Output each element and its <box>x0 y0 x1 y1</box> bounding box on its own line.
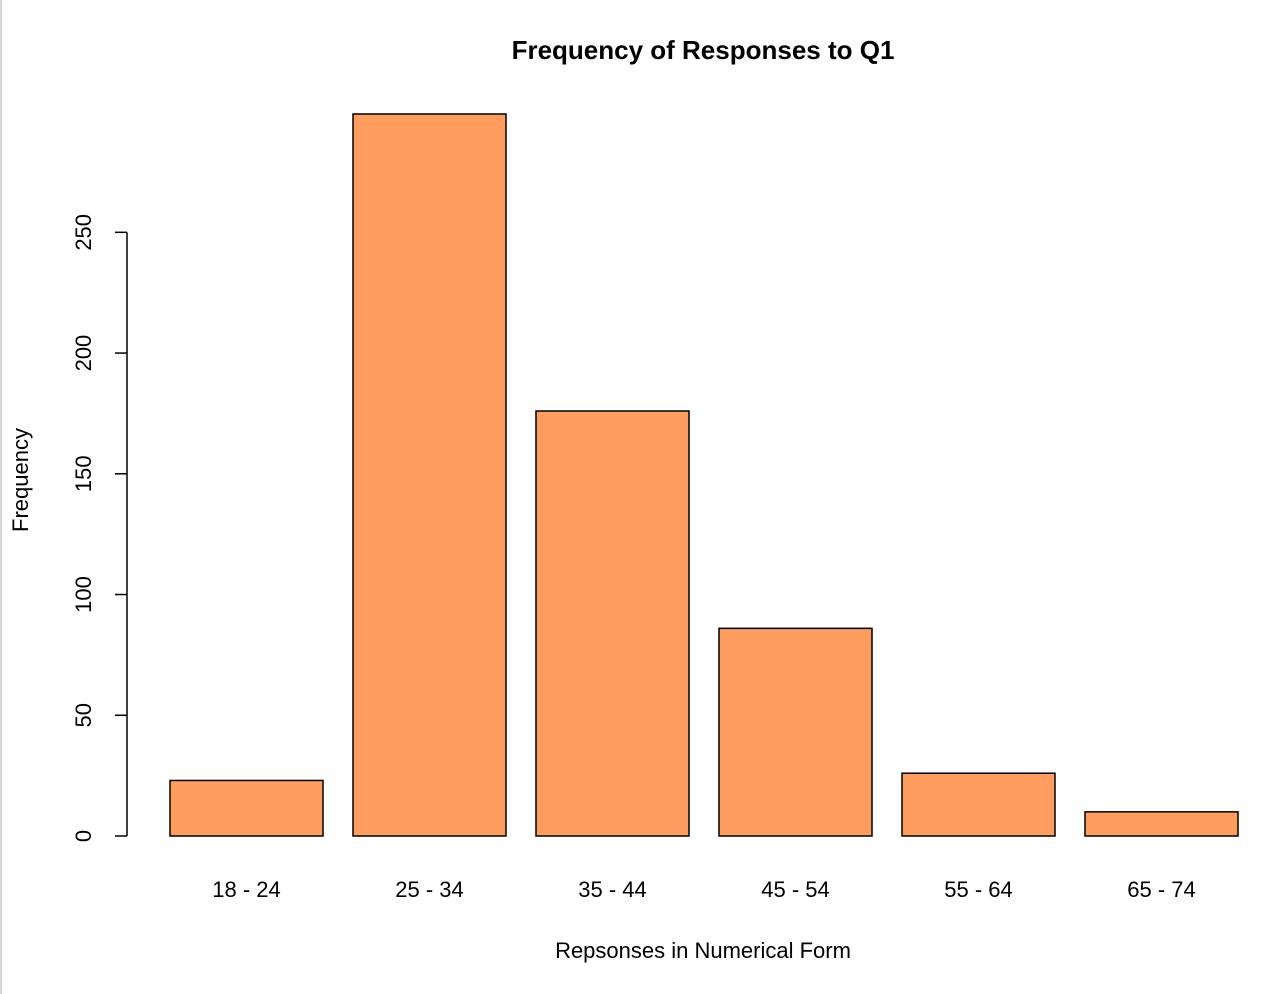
x-tick-label: 65 - 74 <box>1127 877 1196 902</box>
chart-title: Frequency of Responses to Q1 <box>512 35 895 65</box>
bar <box>1084 811 1239 837</box>
y-tick-label: 50 <box>71 703 96 727</box>
x-tick-label: 45 - 54 <box>761 877 830 902</box>
bar <box>535 410 690 837</box>
x-tick-label: 35 - 44 <box>578 877 647 902</box>
x-tick-label: 55 - 64 <box>944 877 1013 902</box>
x-axis-label: Repsonses in Numerical Form <box>555 938 851 963</box>
bar <box>352 113 507 837</box>
y-tick-label: 150 <box>71 455 96 492</box>
bar <box>169 779 324 837</box>
y-tick-label: 250 <box>71 214 96 251</box>
page-border <box>0 0 2 994</box>
y-tick-label: 100 <box>71 576 96 613</box>
y-tick-label: 200 <box>71 335 96 372</box>
x-tick-label: 25 - 34 <box>395 877 464 902</box>
bar <box>901 772 1056 837</box>
x-tick-label: 18 - 24 <box>212 877 281 902</box>
y-tick-label: 0 <box>71 830 96 842</box>
y-axis-label: Frequency <box>8 428 33 532</box>
bar <box>718 627 873 837</box>
